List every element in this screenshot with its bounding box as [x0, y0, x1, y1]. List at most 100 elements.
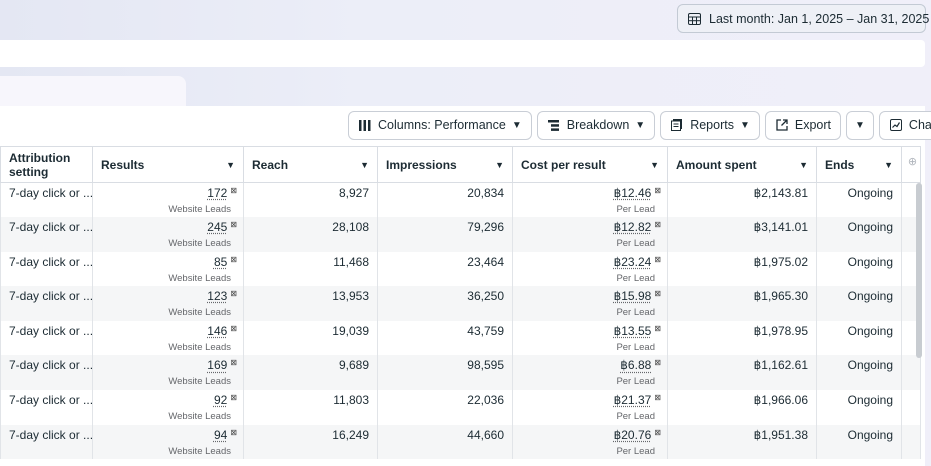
cell-amount-spent: ฿1,975.02	[668, 252, 817, 287]
sort-arrow-icon[interactable]: ▼	[884, 158, 893, 172]
chevron-down-icon: ▼	[635, 120, 645, 131]
column-header-reach[interactable]: Reach ▼	[244, 147, 378, 183]
cell-ends: Ongoing	[817, 252, 902, 287]
cost-per-result-value[interactable]: ฿20.76	[614, 428, 652, 442]
results-type: Website Leads	[101, 446, 239, 457]
cost-per-result-value[interactable]: ฿12.82	[614, 220, 652, 234]
cell-amount-spent: ฿3,141.01	[668, 217, 817, 252]
cell-attribution: 7-day click or ...	[1, 252, 93, 287]
cell-ends: Ongoing	[817, 321, 902, 356]
cell-attribution: 7-day click or ...	[1, 355, 93, 390]
info-flag-icon: ⊠	[230, 358, 237, 367]
column-header-ends[interactable]: Ends ▼	[817, 147, 902, 183]
cost-per-result-value[interactable]: ฿13.55	[614, 324, 652, 338]
table-row[interactable]: 7-day click or ... 123 ⊠ Website Leads 13,95…	[1, 286, 921, 321]
cell-impressions: 22,036	[378, 390, 513, 425]
table-row[interactable]: 7-day click or ... 146 ⊠ Website Leads 19,03…	[1, 321, 921, 356]
cell-amount-spent: ฿2,143.81	[668, 183, 817, 218]
date-range-button[interactable]: Last month: Jan 1, 2025 – Jan 31, 2025 ▼	[677, 4, 926, 33]
chart-line-icon	[889, 118, 903, 132]
cell-results: 92 ⊠ Website Leads	[93, 390, 244, 425]
cell-cost-per-result: ฿13.55 ⊠ Per Lead	[513, 321, 668, 356]
breakdown-button[interactable]: Breakdown ▼	[537, 111, 655, 140]
table-row[interactable]: 7-day click or ... 169 ⊠ Website Leads 9,689…	[1, 355, 921, 390]
results-type: Website Leads	[101, 204, 239, 215]
column-header-cost-per-result[interactable]: Cost per result ▼	[513, 147, 668, 183]
reports-icon	[670, 118, 684, 132]
cost-per-result-value[interactable]: ฿23.24	[614, 255, 652, 269]
results-value[interactable]: 169	[207, 358, 227, 372]
results-value[interactable]: 85	[214, 255, 227, 269]
cost-per-result-type: Per Lead	[521, 238, 663, 249]
info-flag-icon: ⊠	[654, 255, 661, 264]
cell-attribution: 7-day click or ...	[1, 390, 93, 425]
table-toolbar: Columns: Performance ▼ Breakdown ▼ Repor…	[348, 110, 931, 140]
cell-impressions: 79,296	[378, 217, 513, 252]
cell-results: 85 ⊠ Website Leads	[93, 252, 244, 287]
reports-button[interactable]: Reports ▼	[660, 111, 760, 140]
sort-arrow-icon[interactable]: ▼	[650, 158, 659, 172]
column-header-attribution[interactable]: Attribution setting	[1, 147, 93, 183]
results-value[interactable]: 94	[214, 428, 227, 442]
chevron-down-icon: ▼	[740, 120, 750, 131]
cell-amount-spent: ฿1,965.30	[668, 286, 817, 321]
table-row[interactable]: 7-day click or ... 172 ⊠ Website Leads 8,927…	[1, 183, 921, 218]
export-button[interactable]: Export	[765, 111, 841, 140]
column-header-impressions[interactable]: Impressions ▼	[378, 147, 513, 183]
vertical-scrollbar[interactable]	[916, 183, 922, 358]
cost-per-result-value[interactable]: ฿15.98	[614, 289, 652, 303]
cell-cost-per-result: ฿6.88 ⊠ Per Lead	[513, 355, 668, 390]
table-row[interactable]: 7-day click or ... 94 ⊠ Website Leads 16,249…	[1, 425, 921, 460]
cell-impressions: 98,595	[378, 355, 513, 390]
cell-reach: 9,689	[244, 355, 378, 390]
columns-label: Columns: Performance	[378, 118, 506, 132]
info-flag-icon: ⊠	[230, 255, 237, 264]
add-column-icon[interactable]: ⊕	[905, 155, 920, 170]
chevron-down-icon: ▼	[855, 120, 865, 131]
cost-per-result-value[interactable]: ฿21.37	[614, 393, 652, 407]
info-flag-icon: ⊠	[654, 186, 661, 195]
results-value[interactable]: 172	[207, 186, 227, 200]
results-value[interactable]: 245	[207, 220, 227, 234]
sort-arrow-icon[interactable]: ▼	[495, 158, 504, 172]
info-flag-icon: ⊠	[230, 289, 237, 298]
cost-per-result-value[interactable]: ฿12.46	[614, 186, 652, 200]
cell-amount-spent: ฿1,966.06	[668, 390, 817, 425]
cell-filler	[902, 390, 921, 425]
chevron-down-icon: ▼	[512, 120, 522, 131]
sort-arrow-icon[interactable]: ▼	[360, 158, 369, 172]
results-value[interactable]: 92	[214, 393, 227, 407]
cell-filler	[902, 355, 921, 390]
table-row[interactable]: 7-day click or ... 85 ⊠ Website Leads 11,468…	[1, 252, 921, 287]
filter-bar	[0, 40, 925, 67]
cost-per-result-type: Per Lead	[521, 273, 663, 284]
results-value[interactable]: 146	[207, 324, 227, 338]
cell-attribution: 7-day click or ...	[1, 183, 93, 218]
results-type: Website Leads	[101, 411, 239, 422]
column-header-amount-spent[interactable]: Amount spent ▼	[668, 147, 817, 183]
cost-per-result-value[interactable]: ฿6.88	[620, 358, 651, 372]
sort-arrow-icon[interactable]: ▼	[799, 158, 808, 172]
table-row[interactable]: 7-day click or ... 92 ⊠ Website Leads 11,803…	[1, 390, 921, 425]
columns-button[interactable]: Columns: Performance ▼	[348, 111, 532, 140]
export-dropdown-button[interactable]: ▼	[846, 111, 874, 140]
results-value[interactable]: 123	[207, 289, 227, 303]
cell-results: 94 ⊠ Website Leads	[93, 425, 244, 460]
info-flag-icon: ⊠	[230, 220, 237, 229]
cost-per-result-type: Per Lead	[521, 342, 663, 353]
column-header-results[interactable]: Results ▼	[93, 147, 244, 183]
cell-attribution: 7-day click or ...	[1, 425, 93, 460]
cell-results: 245 ⊠ Website Leads	[93, 217, 244, 252]
cell-reach: 16,249	[244, 425, 378, 460]
cell-reach: 19,039	[244, 321, 378, 356]
cost-per-result-type: Per Lead	[521, 307, 663, 318]
charts-button[interactable]: Charts	[879, 111, 931, 140]
table-row[interactable]: 7-day click or ... 245 ⊠ Website Leads 28,10…	[1, 217, 921, 252]
info-flag-icon: ⊠	[654, 358, 661, 367]
cell-results: 146 ⊠ Website Leads	[93, 321, 244, 356]
sort-arrow-icon[interactable]: ▼	[226, 158, 235, 172]
cell-impressions: 20,834	[378, 183, 513, 218]
cell-ends: Ongoing	[817, 183, 902, 218]
info-flag-icon: ⊠	[654, 393, 661, 402]
info-flag-icon: ⊠	[230, 393, 237, 402]
